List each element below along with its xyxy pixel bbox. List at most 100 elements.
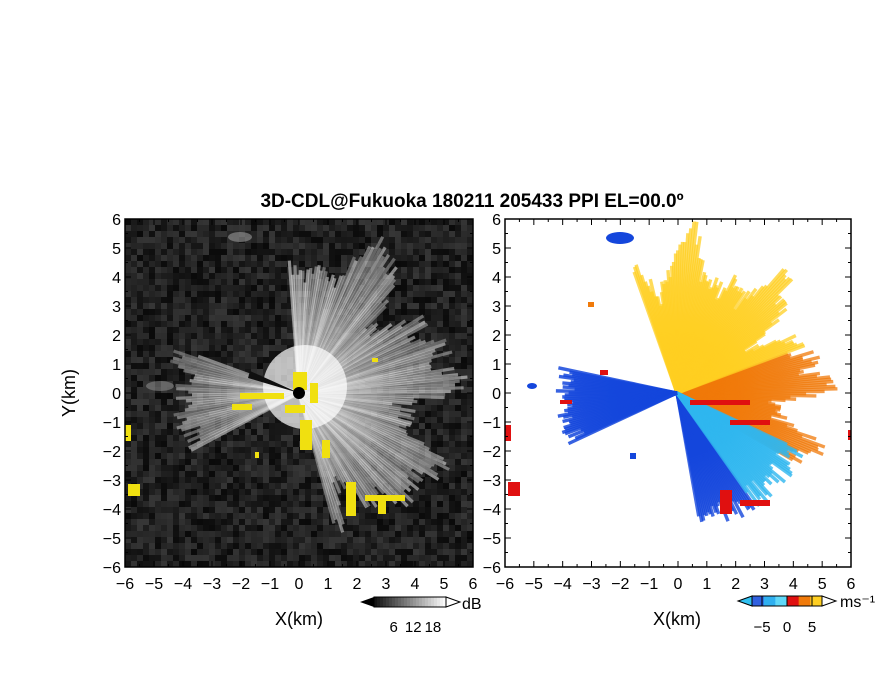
noise-cell xyxy=(395,531,401,537)
noise-cell xyxy=(329,561,335,567)
noise-cell xyxy=(221,303,227,309)
noise-cell xyxy=(443,477,449,483)
noise-cell xyxy=(323,555,329,561)
noise-cell xyxy=(227,459,233,465)
y-tick-label: −6 xyxy=(103,560,121,577)
x-tick-label: 6 xyxy=(469,576,478,593)
y-tick-label: 3 xyxy=(492,299,501,316)
noise-cell xyxy=(167,345,173,351)
noise-cell xyxy=(197,231,203,237)
noise-cell xyxy=(449,471,455,477)
noise-cell xyxy=(203,231,209,237)
noise-cell xyxy=(137,231,143,237)
noise-cell xyxy=(167,459,173,465)
noise-cell xyxy=(149,405,155,411)
noise-cell xyxy=(449,405,455,411)
noise-cell xyxy=(257,285,263,291)
noise-cell xyxy=(467,327,473,333)
noise-cell xyxy=(461,447,467,453)
noise-cell xyxy=(209,267,215,273)
noise-cell xyxy=(227,321,233,327)
echo-patch xyxy=(146,381,174,391)
noise-cell xyxy=(251,339,257,345)
noise-cell xyxy=(245,327,251,333)
reflectivity-y-label: Y(km) xyxy=(59,369,79,417)
noise-cell xyxy=(173,333,179,339)
noise-cell xyxy=(149,435,155,441)
noise-cell xyxy=(137,429,143,435)
noise-cell xyxy=(245,249,251,255)
noise-cell xyxy=(455,315,461,321)
noise-cell xyxy=(287,219,293,225)
noise-cell xyxy=(251,327,257,333)
noise-cell xyxy=(461,399,467,405)
noise-cell xyxy=(281,333,287,339)
noise-cell xyxy=(239,285,245,291)
noise-cell xyxy=(275,447,281,453)
noise-cell xyxy=(167,531,173,537)
noise-cell xyxy=(431,501,437,507)
noise-cell xyxy=(461,501,467,507)
noise-cell xyxy=(209,525,215,531)
noise-cell xyxy=(203,477,209,483)
noise-cell xyxy=(419,537,425,543)
noise-cell xyxy=(161,363,167,369)
noise-cell xyxy=(275,273,281,279)
noise-cell xyxy=(233,549,239,555)
noise-cell xyxy=(239,519,245,525)
noise-cell xyxy=(281,345,287,351)
noise-cell xyxy=(413,471,419,477)
noise-cell xyxy=(131,279,137,285)
noise-cell xyxy=(131,537,137,543)
noise-cell xyxy=(305,219,311,225)
noise-cell xyxy=(125,459,131,465)
colorbar-max-arrow xyxy=(445,596,462,608)
noise-cell xyxy=(419,225,425,231)
noise-cell xyxy=(437,219,443,225)
noise-cell xyxy=(143,447,149,453)
noise-cell xyxy=(269,477,275,483)
noise-cell xyxy=(143,327,149,333)
noise-cell xyxy=(467,237,473,243)
noise-cell xyxy=(359,561,365,567)
noise-cell xyxy=(299,513,305,519)
noise-cell xyxy=(161,309,167,315)
noise-cell xyxy=(407,483,413,489)
noise-cell xyxy=(455,429,461,435)
noise-cell xyxy=(305,489,311,495)
noise-cell xyxy=(389,309,395,315)
colorbar-cell xyxy=(398,597,402,607)
noise-cell xyxy=(233,513,239,519)
noise-cell xyxy=(167,441,173,447)
noise-cell xyxy=(167,471,173,477)
noise-cell xyxy=(437,237,443,243)
noise-cell xyxy=(197,447,203,453)
noise-cell xyxy=(167,255,173,261)
noise-cell xyxy=(287,483,293,489)
noise-cell xyxy=(287,555,293,561)
noise-cell xyxy=(137,435,143,441)
noise-cell xyxy=(251,309,257,315)
noise-cell xyxy=(431,495,437,501)
noise-cell xyxy=(197,501,203,507)
noise-cell xyxy=(449,327,455,333)
noise-cell xyxy=(461,273,467,279)
noise-cell xyxy=(137,549,143,555)
noise-cell xyxy=(155,303,161,309)
noise-cell xyxy=(443,369,449,375)
noise-cell xyxy=(299,249,305,255)
noise-cell xyxy=(419,555,425,561)
noise-cell xyxy=(143,549,149,555)
noise-cell xyxy=(437,549,443,555)
noise-cell xyxy=(449,369,455,375)
noise-cell xyxy=(149,495,155,501)
noise-cell xyxy=(437,441,443,447)
noise-cell xyxy=(167,507,173,513)
noise-cell xyxy=(257,555,263,561)
noise-cell xyxy=(407,543,413,549)
noise-cell xyxy=(437,429,443,435)
noise-cell xyxy=(425,555,431,561)
noise-cell xyxy=(443,507,449,513)
noise-cell xyxy=(293,537,299,543)
noise-cell xyxy=(449,303,455,309)
